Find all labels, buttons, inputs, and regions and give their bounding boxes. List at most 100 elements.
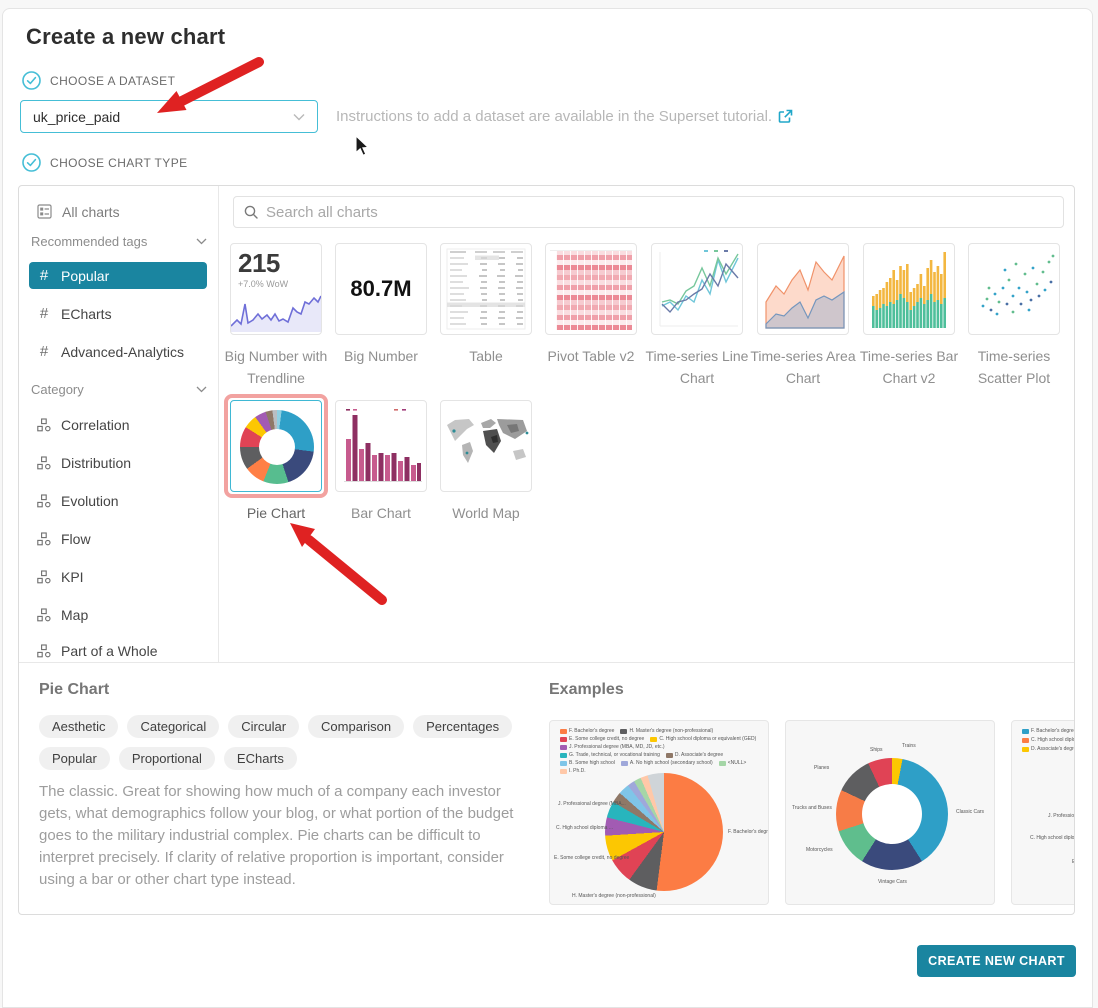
chart-card-timeseries-scatter[interactable]: Time-series Scatter Plot: [968, 243, 1060, 389]
choose-chart-type-label: CHOOSE CHART TYPE: [50, 155, 188, 170]
category-apartment-icon: [37, 493, 51, 508]
examples-title: Examples: [549, 681, 624, 698]
search-icon: [244, 205, 258, 219]
bar-chart-thumbnail: [335, 400, 427, 492]
dataset-instructions: Instructions to add a dataset are availa…: [336, 108, 793, 125]
chart-card-label: Big Number: [344, 348, 418, 364]
thumb-big-number: 80.7M: [350, 276, 412, 301]
sidebar-item-advanced-analytics[interactable]: # Advanced-Analytics: [29, 338, 207, 365]
chart-tags: Aesthetic Categorical Circular Compariso…: [39, 715, 519, 770]
search-input[interactable]: [266, 203, 1053, 221]
chart-type-panel: All charts Recommended tags # Popular # …: [18, 185, 1075, 915]
thumb-big-number: 215: [238, 248, 280, 278]
sidebar-item-label: Advanced-Analytics: [61, 343, 184, 360]
tag-pill: Categorical: [127, 715, 220, 738]
example-donut-chart-image: Trains Ships Planes Trucks and Buses Mot…: [785, 720, 995, 905]
tag-pill: Popular: [39, 747, 110, 770]
chart-card-timeseries-line[interactable]: Time-series Line Chart: [646, 243, 748, 389]
chart-card-label: World Map: [452, 505, 520, 521]
sidebar-item-part-of-a-whole[interactable]: Part of a Whole: [29, 637, 207, 664]
ballot-icon: [37, 204, 52, 219]
example-pie-chart-image: F. Bachelor's degree H. Master's degree …: [549, 720, 769, 905]
chart-card-bar-chart[interactable]: Bar Chart: [335, 400, 427, 525]
bar-chart-v2-thumbnail: [863, 243, 955, 335]
chart-card-table[interactable]: Table: [440, 243, 532, 368]
dataset-instructions-text: Instructions to add a dataset are availa…: [336, 108, 773, 125]
sidebar-item-label: Flow: [61, 530, 91, 547]
tag-pill: Comparison: [308, 715, 405, 738]
external-link-icon[interactable]: [778, 109, 793, 124]
sidebar-item-popular[interactable]: # Popular: [29, 262, 207, 289]
pie-chart-thumbnail: [230, 400, 322, 492]
pivot-table-thumbnail: [545, 243, 637, 335]
sidebar-item-label: Distribution: [61, 454, 132, 471]
choose-dataset-label: CHOOSE A DATASET: [50, 73, 176, 88]
dataset-select-value: uk_price_paid: [33, 108, 121, 125]
sidebar-item-label: Correlation: [61, 416, 130, 433]
table-thumbnail: [440, 243, 532, 335]
sidebar-item-label: Popular: [61, 267, 110, 284]
chart-card-timeseries-bar-v2[interactable]: Time-series Bar Chart v2: [860, 243, 958, 389]
category-apartment-icon: [37, 607, 51, 622]
category-apartment-icon: [37, 417, 51, 432]
sidebar-item-all-charts[interactable]: All charts: [29, 198, 207, 225]
hash-icon: #: [39, 267, 49, 284]
chart-description: The classic. Great for showing how much …: [39, 783, 514, 889]
big-number-thumbnail: 80.7M: [335, 243, 427, 335]
sidebar-section-category[interactable]: Category: [31, 382, 207, 397]
chart-card-big-number[interactable]: 80.7M Big Number: [335, 243, 427, 368]
tag-pill: Proportional: [118, 747, 215, 770]
sidebar-item-echarts[interactable]: # ECharts: [29, 300, 207, 327]
hash-icon: #: [39, 305, 49, 322]
sidebar-item-flow[interactable]: Flow: [29, 525, 207, 552]
chart-details-panel: Pie Chart Aesthetic Categorical Circular…: [19, 662, 1074, 914]
sidebar-item-kpi[interactable]: KPI: [29, 563, 207, 590]
tag-pill: ECharts: [223, 747, 297, 770]
category-apartment-icon: [37, 455, 51, 470]
examples-gallery: F. Bachelor's degree H. Master's degree …: [549, 720, 1074, 906]
chart-card-label: Table: [469, 348, 503, 364]
thumb-subhead: +7.0% WoW: [238, 279, 289, 289]
category-apartment-icon: [37, 569, 51, 584]
section-label: Category: [31, 382, 84, 397]
chart-card-label: Pie Chart: [246, 505, 306, 521]
sidebar-item-map[interactable]: Map: [29, 601, 207, 628]
create-new-chart-button[interactable]: CREATE NEW CHART: [917, 945, 1076, 977]
chart-card-label: Pivot Table v2: [547, 348, 635, 364]
chart-card-timeseries-area[interactable]: Time-series Area Chart: [750, 243, 856, 389]
chart-card-label: Time-series Line Chart: [645, 348, 749, 386]
tag-pill: Percentages: [413, 715, 513, 738]
sidebar-item-label: KPI: [61, 568, 84, 585]
chevron-down-icon: [293, 113, 305, 121]
step-complete-check-icon: [22, 71, 41, 90]
category-apartment-icon: [37, 643, 51, 658]
sidebar-item-distribution[interactable]: Distribution: [29, 449, 207, 476]
chart-search-box: [233, 196, 1064, 228]
page-title: Create a new chart: [26, 24, 226, 49]
chart-card-big-number-trendline[interactable]: 215 +7.0% WoW Big Number with Trendline: [225, 243, 327, 389]
dataset-select[interactable]: uk_price_paid: [20, 100, 318, 133]
big-number-trendline-thumbnail: 215 +7.0% WoW: [230, 243, 322, 335]
sidebar-section-recommended-tags[interactable]: Recommended tags: [31, 234, 207, 249]
chart-card-pivot-table-v2[interactable]: Pivot Table v2: [545, 243, 637, 368]
world-map-thumbnail: [440, 400, 532, 492]
sidebar-item-evolution[interactable]: Evolution: [29, 487, 207, 514]
chart-card-label: Bar Chart: [351, 505, 411, 521]
hash-icon: #: [39, 343, 49, 360]
area-chart-thumbnail: [757, 243, 849, 335]
chart-type-sidebar: All charts Recommended tags # Popular # …: [19, 186, 219, 662]
chart-card-world-map[interactable]: World Map: [440, 400, 532, 525]
chart-card-label: Time-series Bar Chart v2: [859, 348, 959, 386]
chevron-down-icon: [196, 386, 207, 393]
sidebar-item-label: Part of a Whole: [61, 642, 158, 659]
chart-card-pie-chart[interactable]: Pie Chart: [224, 394, 328, 525]
line-chart-thumbnail: [651, 243, 743, 335]
step-complete-check-icon: [22, 153, 41, 172]
tag-pill: Aesthetic: [39, 715, 119, 738]
chart-card-label: Big Number with Trendline: [224, 348, 328, 386]
sidebar-item-label: ECharts: [61, 305, 112, 322]
category-apartment-icon: [37, 531, 51, 546]
tag-pill: Circular: [228, 715, 300, 738]
chevron-down-icon: [196, 238, 207, 245]
sidebar-item-correlation[interactable]: Correlation: [29, 411, 207, 438]
